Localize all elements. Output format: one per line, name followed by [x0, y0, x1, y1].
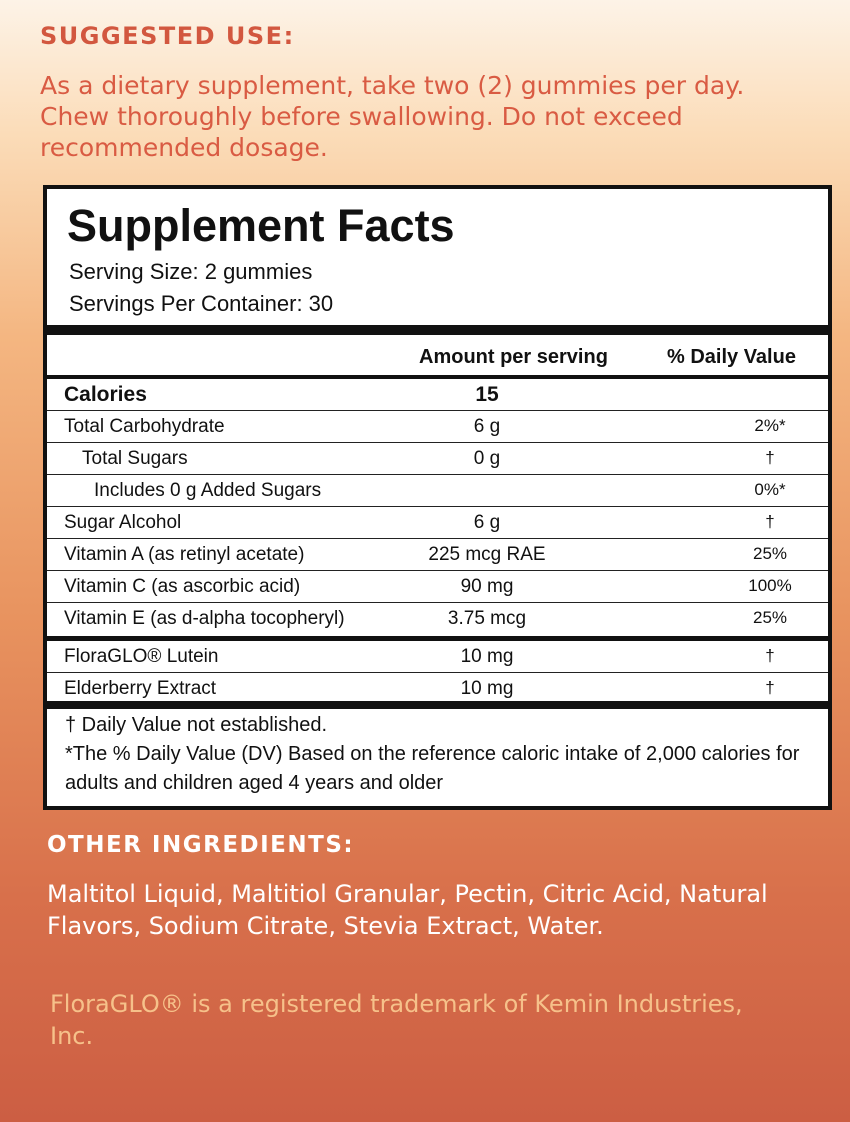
- row-name: FloraGLO® Lutein: [64, 646, 219, 667]
- facts-row-total-carbohydrate: Total Carbohydrate 6 g 2%*: [47, 411, 828, 443]
- column-header-daily-value: % Daily Value: [667, 346, 796, 368]
- divider-thick: [47, 325, 828, 335]
- row-name: Total Carbohydrate: [64, 416, 225, 437]
- row-name: Includes 0 g Added Sugars: [94, 480, 322, 501]
- facts-row-vitamin-a: Vitamin A (as retinyl acetate) 225 mcg R…: [47, 539, 828, 571]
- row-daily-value: 25%: [752, 608, 788, 627]
- row-amount: 0 g: [473, 448, 501, 469]
- row-name: Elderberry Extract: [64, 678, 217, 699]
- footnote-dagger: † Daily Value not established.: [65, 714, 328, 736]
- divider-thick: [47, 701, 828, 709]
- row-daily-value: †: [765, 646, 775, 665]
- row-daily-value: †: [765, 512, 775, 531]
- serving-size: Serving Size: 2 gummies: [69, 259, 313, 284]
- row-name: Vitamin A (as retinyl acetate): [64, 544, 305, 565]
- trademark-notice: FloraGLO® is a registered trademark of K…: [50, 990, 743, 1050]
- facts-row-vitamin-e: Vitamin E (as d-alpha tocopheryl) 3.75 m…: [47, 603, 828, 635]
- row-amount: 3.75 mcg: [447, 608, 527, 629]
- suggested-use-heading: SUGGESTED USE:: [40, 22, 295, 50]
- footnote-daily-value: *The % Daily Value (DV) Based on the ref…: [65, 743, 800, 794]
- facts-rows-other: FloraGLO® Lutein 10 mg † Elderberry Extr…: [47, 641, 828, 705]
- facts-row-calories: Calories 15: [47, 379, 828, 411]
- facts-row-floraglo-lutein: FloraGLO® Lutein 10 mg †: [47, 641, 828, 673]
- facts-row-elderberry-extract: Elderberry Extract 10 mg †: [47, 673, 828, 705]
- facts-rows: Calories 15 Total Carbohydrate 6 g 2%* T…: [47, 379, 828, 635]
- row-daily-value: 0%*: [754, 480, 786, 499]
- facts-row-vitamin-c: Vitamin C (as ascorbic acid) 90 mg 100%: [47, 571, 828, 603]
- divider-medium: [47, 375, 828, 379]
- facts-title: Supplement Facts: [67, 200, 455, 251]
- row-daily-value: 2%*: [754, 416, 786, 435]
- column-header-amount: Amount per serving: [419, 346, 608, 368]
- row-amount: 225 mcg RAE: [428, 544, 546, 565]
- row-daily-value: †: [765, 678, 775, 697]
- supplement-facts-panel: Supplement Facts Serving Size: 2 gummies…: [43, 185, 832, 810]
- footnotes: † Daily Value not established. *The % Da…: [65, 711, 814, 798]
- row-daily-value: 100%: [748, 576, 792, 595]
- other-ingredients-text: Maltitol Liquid, Maltitiol Granular, Pec…: [47, 880, 768, 940]
- row-name: Total Sugars: [82, 448, 188, 469]
- row-amount: 6 g: [473, 512, 501, 533]
- row-amount: 90 mg: [460, 576, 514, 597]
- facts-row-added-sugars: Includes 0 g Added Sugars 0%*: [47, 475, 828, 507]
- row-amount: 15: [475, 383, 499, 406]
- suggested-use-text: As a dietary supplement, take two (2) gu…: [40, 71, 745, 162]
- row-daily-value: 25%: [752, 544, 788, 563]
- servings-per-container: Servings Per Container: 30: [69, 291, 334, 316]
- row-daily-value: †: [765, 448, 775, 467]
- row-name: Sugar Alcohol: [64, 512, 182, 533]
- row-amount: 6 g: [473, 416, 501, 437]
- facts-row-sugar-alcohol: Sugar Alcohol 6 g †: [47, 507, 828, 539]
- facts-row-total-sugars: Total Sugars 0 g †: [47, 443, 828, 475]
- row-amount: 10 mg: [460, 646, 514, 667]
- other-ingredients-heading: OTHER INGREDIENTS:: [47, 832, 355, 858]
- row-name: Vitamin C (as ascorbic acid): [64, 576, 301, 597]
- row-name: Calories: [64, 383, 147, 406]
- divider-thick: [47, 636, 828, 641]
- row-amount: 10 mg: [460, 678, 514, 699]
- row-name: Vitamin E (as d-alpha tocopheryl): [64, 608, 345, 629]
